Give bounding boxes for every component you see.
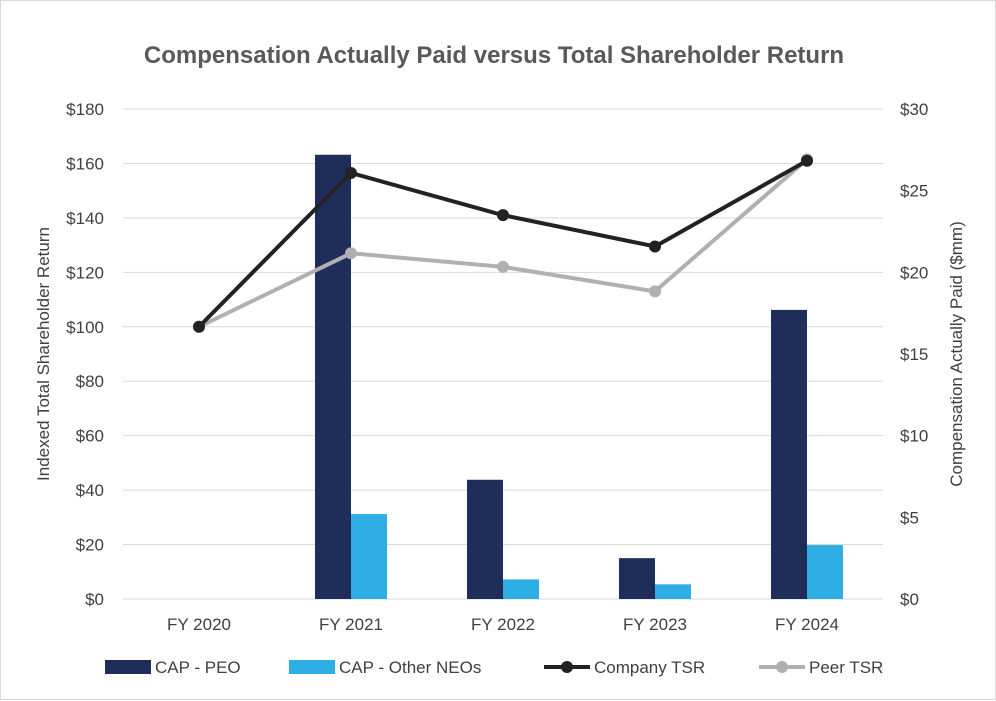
bar <box>619 558 655 599</box>
chart-title: Compensation Actually Paid versus Total … <box>144 42 844 69</box>
bar <box>467 479 503 599</box>
gridlines <box>123 108 883 600</box>
left-tick-label: $100 <box>66 318 104 337</box>
bar <box>807 545 843 599</box>
series-line <box>197 158 808 329</box>
x-tick-label: FY 2021 <box>319 615 383 634</box>
left-tick-label: $180 <box>66 100 104 119</box>
legend-label: Peer TSR <box>809 658 883 677</box>
legend-marker <box>561 661 573 673</box>
legend-swatch <box>289 660 335 674</box>
legend-label: Company TSR <box>594 658 705 677</box>
legend-label: CAP - PEO <box>155 658 241 677</box>
x-tick-label: FY 2020 <box>167 615 231 634</box>
line-point <box>193 320 205 333</box>
left-tick-label: $140 <box>66 209 104 228</box>
legend-marker <box>776 661 788 673</box>
left-tick-label: $160 <box>66 154 104 173</box>
series-line <box>198 157 809 329</box>
right-axis-ticks: $0 $5 $10 $15 $20 $25 $30 <box>900 100 928 609</box>
x-tick-label: FY 2022 <box>471 615 535 634</box>
bar <box>351 514 387 599</box>
right-tick-label: $25 <box>900 182 928 201</box>
bar <box>771 309 807 599</box>
line-point <box>497 260 509 273</box>
right-tick-label: $30 <box>900 100 928 119</box>
line-point <box>497 209 509 222</box>
left-axis-title: Indexed Total Shareholder Return <box>34 227 53 481</box>
bar <box>503 579 539 599</box>
right-tick-label: $15 <box>900 345 928 364</box>
left-tick-label: $60 <box>76 427 104 446</box>
left-tick-label: $40 <box>76 481 104 500</box>
legend: CAP - PEO CAP - Other NEOs Company TSR Peer… <box>105 658 883 677</box>
x-tick-label: FY 2024 <box>775 615 839 634</box>
x-tick-label: FY 2023 <box>623 615 687 634</box>
series-lines <box>193 153 813 333</box>
right-tick-label: $0 <box>900 590 919 609</box>
left-tick-label: $20 <box>76 536 104 555</box>
right-axis-title: Compensation Actually Paid ($mm) <box>947 221 966 487</box>
legend-label: CAP - Other NEOs <box>339 658 481 677</box>
x-axis-ticks: FY 2020 FY 2021 FY 2022 FY 2023 FY 2024 <box>167 615 839 634</box>
bar <box>315 154 351 599</box>
right-tick-label: $10 <box>900 427 928 446</box>
right-tick-label: $20 <box>900 263 928 282</box>
left-tick-label: $120 <box>66 263 104 282</box>
line-point <box>345 166 357 179</box>
left-tick-label: $80 <box>76 372 104 391</box>
line-point <box>649 285 661 298</box>
line-point <box>649 240 661 253</box>
bars <box>315 154 843 599</box>
line-point <box>345 247 357 260</box>
right-tick-label: $5 <box>900 508 919 527</box>
bar <box>655 584 691 599</box>
legend-swatch <box>105 660 151 674</box>
line-point <box>801 154 813 167</box>
left-axis-ticks: $0 $20 $40 $60 $80 $100 $120 $140 $160 $180 <box>66 100 104 609</box>
left-tick-label: $0 <box>85 590 104 609</box>
